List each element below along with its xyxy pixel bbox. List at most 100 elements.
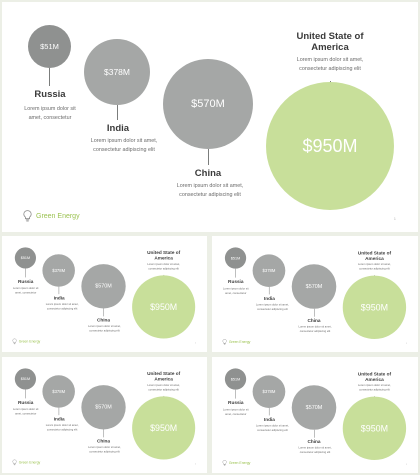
bubble-value-usa: $950M bbox=[150, 422, 178, 433]
bubble-russia: $51M bbox=[14, 368, 37, 390]
slide-main[interactable]: $51M Russia Lorem ipsum dolor sit amet, … bbox=[2, 2, 418, 232]
connector-china bbox=[208, 149, 209, 165]
bubble-value-india: $378M bbox=[104, 67, 130, 77]
page-number: 1 bbox=[406, 341, 408, 345]
bubble-value-russia: $51M bbox=[230, 376, 241, 382]
slide-content: $51M Russia Lorem ipsum dolor sit amet, … bbox=[212, 357, 418, 471]
slide-thumbnail-4[interactable]: $51M Russia Lorem ipsum dolor sit amet, … bbox=[212, 357, 418, 473]
bubble-value-china: $570M bbox=[95, 283, 112, 290]
country-name-china: China bbox=[97, 438, 111, 445]
country-name-usa: United State of America bbox=[147, 250, 181, 262]
country-name-russia: Russia bbox=[34, 89, 66, 100]
country-name-russia: Russia bbox=[17, 399, 34, 406]
bubble-value-usa: $950M bbox=[360, 302, 389, 313]
bubble-value-usa: $950M bbox=[360, 423, 389, 434]
country-name-india: India bbox=[263, 416, 275, 423]
slide-thumbnail-1[interactable]: $51M Russia Lorem ipsum dolor sit amet, … bbox=[2, 236, 207, 352]
bubble-russia: $51M bbox=[224, 247, 247, 269]
country-desc-china: Lorem ipsum dolor sit amet, consectetur … bbox=[88, 325, 121, 333]
country-desc-china: Lorem ipsum dolor sit amet, consectetur … bbox=[176, 183, 244, 198]
country-desc-china: Lorem ipsum dolor sit amet, consectetur … bbox=[88, 446, 121, 454]
bubble-value-india: $378M bbox=[52, 268, 66, 273]
brand-logo: Green Energy bbox=[12, 459, 41, 466]
bubble-india: $378M bbox=[84, 39, 150, 105]
page-number: 1 bbox=[393, 216, 396, 221]
brand-text: Green Energy bbox=[228, 461, 251, 465]
bubble-usa: $950M bbox=[132, 396, 196, 460]
brand-text: Green Energy bbox=[18, 460, 41, 465]
bubble-value-russia: $51M bbox=[230, 255, 241, 261]
country-name-usa: United State of America bbox=[147, 371, 181, 383]
country-desc-india: Lorem ipsum dolor sit amet, consectetur … bbox=[45, 424, 79, 432]
bubble-value-india: $378M bbox=[52, 389, 66, 394]
brand-logo: Green Energy bbox=[12, 338, 41, 345]
country-desc-india: Lorem ipsum dolor sit amet, consectetur … bbox=[90, 138, 158, 153]
bubble-value-china: $570M bbox=[191, 98, 225, 110]
bubble-china: $570M bbox=[81, 385, 126, 430]
slide-content: $51M Russia Lorem ipsum dolor sit amet, … bbox=[2, 236, 207, 349]
country-desc-usa: Lorem ipsum dolor sit amet, consectetur … bbox=[357, 384, 391, 392]
country-desc-russia: Lorem ipsum dolor sit amet, consectetur bbox=[12, 408, 39, 416]
bubble-value-usa: $950M bbox=[302, 135, 358, 156]
country-name-russia: Russia bbox=[228, 279, 244, 285]
country-desc-india: Lorem ipsum dolor sit amet, consectetur … bbox=[255, 303, 289, 311]
country-name-russia: Russia bbox=[228, 400, 244, 406]
bubble-russia: $51M bbox=[28, 25, 71, 68]
country-name-china: China bbox=[307, 318, 321, 324]
lightbulb-icon bbox=[222, 339, 227, 345]
brand-text: Green Energy bbox=[18, 339, 41, 344]
country-desc-china: Lorem ipsum dolor sit amet, consectetur … bbox=[298, 325, 332, 334]
bubble-usa: $950M bbox=[342, 275, 407, 340]
bubble-value-russia: $51M bbox=[20, 376, 31, 382]
bubble-usa: $950M bbox=[342, 396, 407, 461]
bubble-value-russia: $51M bbox=[40, 42, 59, 51]
brand-logo: Green Energy bbox=[23, 210, 80, 222]
bubble-india: $378M bbox=[42, 254, 75, 287]
country-desc-china: Lorem ipsum dolor sit amet, consectetur … bbox=[298, 446, 332, 455]
page-number: 1 bbox=[195, 341, 197, 344]
bubble-value-russia: $51M bbox=[20, 255, 31, 261]
bubble-china: $570M bbox=[81, 264, 126, 309]
lightbulb-icon bbox=[12, 338, 17, 345]
bubble-value-india: $378M bbox=[262, 268, 276, 274]
bubble-russia: $51M bbox=[224, 368, 247, 390]
slide-thumbnail-3[interactable]: $51M Russia Lorem ipsum dolor sit amet, … bbox=[2, 357, 207, 473]
country-name-india: India bbox=[53, 416, 65, 423]
country-desc-russia: Lorem ipsum dolor sit amet, consectetur bbox=[223, 408, 249, 416]
brand-text: Green Energy bbox=[228, 340, 251, 344]
country-name-usa: United State of America bbox=[357, 250, 392, 262]
bubble-russia: $51M bbox=[14, 247, 37, 269]
country-desc-russia: Lorem ipsum dolor sit amet, consectetur bbox=[12, 287, 39, 295]
country-name-china: China bbox=[194, 168, 222, 179]
bubble-value-usa: $950M bbox=[150, 301, 178, 312]
lightbulb-icon bbox=[222, 460, 227, 466]
bubble-value-china: $570M bbox=[305, 283, 323, 290]
bubble-china: $570M bbox=[163, 59, 253, 149]
connector-india bbox=[117, 105, 118, 120]
brand-logo: Green Energy bbox=[222, 339, 250, 345]
bubble-value-china: $570M bbox=[95, 404, 112, 411]
slide-thumbnail-2[interactable]: $51M Russia Lorem ipsum dolor sit amet, … bbox=[212, 236, 418, 352]
slide-content: $51M Russia Lorem ipsum dolor sit amet, … bbox=[2, 357, 207, 470]
country-name-china: China bbox=[307, 439, 321, 445]
country-name-russia: Russia bbox=[17, 278, 34, 285]
country-desc-russia: Lorem ipsum dolor sit amet, consectetur bbox=[223, 287, 249, 295]
lightbulb-icon bbox=[23, 210, 32, 222]
country-desc-india: Lorem ipsum dolor sit amet, consectetur … bbox=[255, 424, 289, 432]
country-name-india: India bbox=[263, 295, 275, 302]
bubble-value-china: $570M bbox=[305, 404, 323, 411]
country-desc-usa: Lorem ipsum dolor sit amet, consectetur … bbox=[147, 384, 181, 392]
lightbulb-icon bbox=[12, 459, 17, 466]
country-desc-usa: Lorem ipsum dolor sit amet, consectetur … bbox=[296, 57, 364, 72]
brand-logo: Green Energy bbox=[222, 460, 250, 466]
brand-text: Green Energy bbox=[36, 212, 80, 220]
bubble-usa: $950M bbox=[266, 82, 394, 210]
bubble-india: $378M bbox=[252, 375, 286, 409]
country-desc-usa: Lorem ipsum dolor sit amet, consectetur … bbox=[357, 263, 391, 271]
connector-russia bbox=[49, 68, 50, 86]
slide-content: $51M Russia Lorem ipsum dolor sit amet, … bbox=[2, 2, 418, 232]
country-desc-russia: Lorem ipsum dolor sit amet, consectetur bbox=[24, 106, 76, 121]
page-number: 1 bbox=[406, 462, 408, 466]
slide-content: $51M Russia Lorem ipsum dolor sit amet, … bbox=[212, 236, 418, 350]
bubble-china: $570M bbox=[291, 385, 337, 430]
